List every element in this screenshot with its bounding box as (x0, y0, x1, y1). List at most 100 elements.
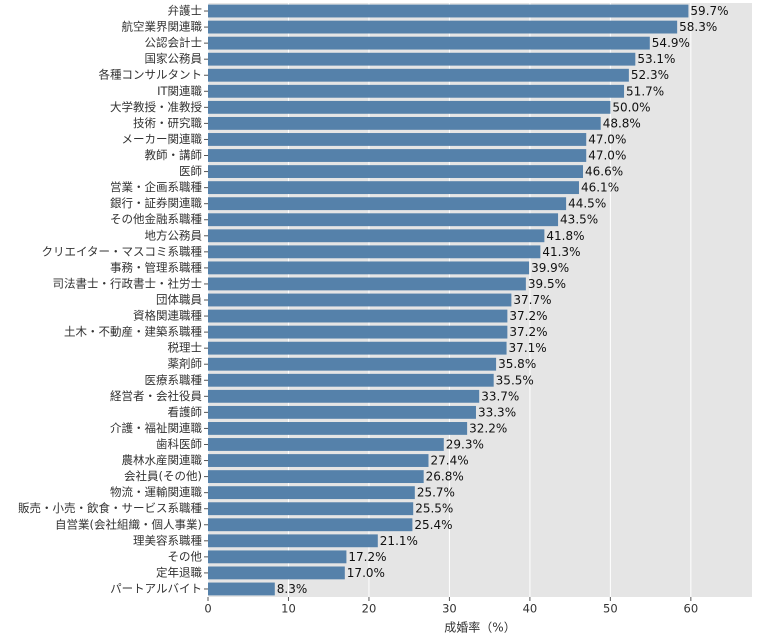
y-tick-label: 航空業界関連職 (122, 20, 203, 34)
bar (208, 133, 587, 146)
bar (208, 550, 347, 564)
y-tick-label: 定年退職 (156, 565, 202, 579)
bar (208, 68, 629, 82)
y-tick-label: その他金融系職種 (110, 212, 202, 226)
value-label: 50.0% (612, 100, 650, 114)
x-tick-label: 60 (684, 602, 699, 616)
y-tick-label: 医療系職種 (145, 373, 203, 387)
bar (208, 277, 526, 291)
bar (208, 20, 678, 34)
y-tick-label: 経営者・会社役員 (110, 389, 202, 403)
value-label: 17.0% (347, 566, 385, 580)
y-tick-label: 地方公務員 (145, 228, 203, 242)
y-tick-label: 介護・福祉関連職 (110, 421, 202, 435)
value-label: 35.8% (498, 357, 536, 371)
y-tick-label: 教師・講師 (145, 148, 203, 162)
y-tick-label: 会社員(その他) (124, 469, 202, 483)
bar (208, 405, 476, 419)
y-tick-label: 税理士 (168, 341, 203, 355)
value-label: 44.5% (568, 197, 606, 211)
y-tick-label: 理美容系職種 (133, 533, 202, 547)
value-label: 47.0% (588, 132, 626, 146)
bar (208, 4, 689, 18)
bar (208, 197, 567, 211)
value-label: 51.7% (626, 84, 664, 98)
value-label: 27.4% (430, 454, 468, 468)
bar (208, 486, 415, 500)
value-label: 41.3% (542, 245, 580, 259)
y-tick-label: パートアルバイト (110, 581, 202, 595)
value-label: 25.5% (415, 502, 453, 516)
y-tick-label: 司法書士・行政書士・社労士 (53, 276, 203, 290)
value-label: 25.7% (417, 486, 455, 500)
y-tick-label: 弁護士 (168, 4, 203, 18)
value-label: 21.1% (380, 534, 418, 548)
y-tick-label: 各種コンサルタント (99, 68, 203, 82)
y-tick-label: 歯科医師 (156, 437, 202, 451)
value-label: 59.7% (690, 4, 728, 18)
value-label: 33.7% (481, 389, 519, 403)
value-label: 37.2% (509, 309, 547, 323)
bar (208, 309, 508, 323)
y-tick-label: 物流・運輸関連職 (110, 485, 202, 499)
bar (208, 341, 507, 355)
value-label: 43.5% (560, 213, 598, 227)
y-tick-label: 公認会計士 (145, 36, 203, 50)
y-tick-label: 看護師 (168, 405, 203, 419)
y-tick-label: 国家公務員 (145, 52, 203, 66)
value-label: 48.8% (603, 116, 641, 130)
y-tick-label: 資格関連職種 (133, 309, 202, 323)
value-label: 46.1% (581, 181, 619, 195)
bar (208, 454, 429, 467)
value-label: 8.3% (277, 582, 308, 596)
x-tick-label: 0 (204, 602, 211, 616)
value-label: 37.7% (513, 293, 551, 307)
value-label: 29.3% (446, 437, 484, 451)
bar (208, 52, 636, 66)
value-label: 17.2% (348, 550, 386, 564)
y-tick-label: 薬剤師 (168, 357, 203, 371)
y-tick-label: 土木・不動産・建築系職種 (64, 325, 202, 339)
bar (208, 100, 611, 114)
y-tick-label: IT関連職 (157, 84, 202, 98)
value-label: 39.5% (528, 277, 566, 291)
bar (208, 181, 579, 195)
bar (208, 357, 497, 371)
bar (208, 325, 508, 339)
value-label: 58.3% (679, 20, 717, 34)
x-tick-label: 20 (362, 602, 377, 616)
x-tick-label: 50 (603, 602, 618, 616)
value-label: 37.2% (509, 325, 547, 339)
value-label: 26.8% (426, 470, 464, 484)
bar (208, 502, 414, 516)
value-label: 32.2% (469, 421, 507, 435)
bar (208, 149, 587, 162)
y-tick-label: 営業・企画系職種 (110, 180, 202, 194)
y-tick-label: 団体職員 (156, 293, 202, 307)
y-tick-label: メーカー関連職 (122, 132, 203, 146)
bar (208, 229, 545, 243)
y-tick-label: クリエイター・マスコミ系職種 (41, 244, 202, 258)
y-tick-label: 銀行・証券関連職 (110, 196, 202, 210)
bar (208, 534, 378, 548)
x-tick-label: 40 (523, 602, 538, 616)
y-tick-label: 技術・研究職 (133, 116, 202, 130)
bar (208, 470, 424, 484)
bar (208, 261, 530, 275)
x-tick-label: 30 (442, 602, 457, 616)
bar (208, 116, 601, 130)
value-label: 25.4% (414, 518, 452, 532)
y-tick-label: 事務・管理系職種 (110, 260, 202, 274)
bar (208, 213, 559, 227)
x-tick-label: 10 (281, 602, 296, 616)
bar (208, 36, 650, 50)
bar (208, 165, 584, 178)
bar (208, 84, 625, 98)
y-tick-label: 大学教授・准教授 (110, 100, 202, 114)
y-tick-label: 販売・小売・飲食・サービス系職種 (18, 501, 202, 515)
x-axis-label: 成婚率（%） (444, 620, 515, 635)
value-label: 54.9% (652, 36, 690, 50)
bar (208, 566, 345, 580)
bar (208, 293, 512, 307)
